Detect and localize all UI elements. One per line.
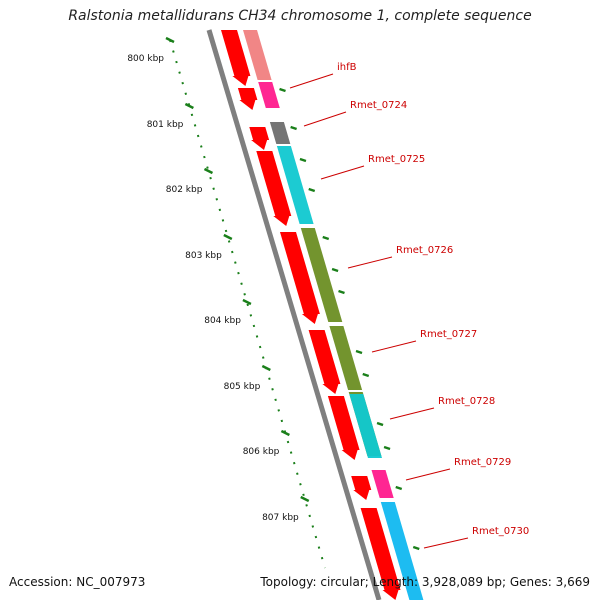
ruler-tick bbox=[203, 167, 214, 175]
ruler-tick-label: 803 kbp bbox=[185, 251, 222, 261]
cds-arrow bbox=[221, 30, 251, 86]
cog-block bbox=[349, 394, 382, 458]
cds-arrow bbox=[249, 127, 270, 150]
gene-label-leader bbox=[347, 256, 393, 269]
feature-tick bbox=[376, 421, 384, 427]
backbone-line bbox=[206, 29, 382, 600]
ruler-tick bbox=[300, 495, 310, 503]
cog-block bbox=[243, 30, 272, 80]
gene-label-leader bbox=[423, 537, 469, 549]
feature-tick bbox=[395, 485, 403, 491]
feature-tick bbox=[279, 87, 286, 93]
cds-arrow bbox=[351, 476, 372, 500]
ruler-tick-label: 804 kbp bbox=[204, 316, 241, 326]
ruler-line bbox=[169, 39, 326, 569]
ruler-tick bbox=[165, 36, 175, 44]
cog-block bbox=[371, 470, 394, 498]
feature-tick bbox=[338, 289, 345, 295]
gene-label: Rmet_0727 bbox=[420, 329, 477, 340]
ruler-tick bbox=[242, 298, 252, 306]
ruler-tick bbox=[223, 233, 233, 241]
feature-tick bbox=[308, 187, 316, 193]
cog-block bbox=[258, 82, 280, 108]
ruler-tick bbox=[280, 429, 290, 437]
cds-arrow bbox=[237, 88, 258, 110]
gene-label-leader bbox=[320, 165, 365, 180]
feature-tracks bbox=[221, 30, 424, 600]
gene-labels: ihfB Rmet_0724 Rmet_0725 Rmet_0726 Rmet_0727… bbox=[289, 62, 529, 549]
ruler-tick-label: 805 kbp bbox=[224, 382, 261, 392]
cog-block bbox=[276, 146, 314, 224]
ruler-tick-label: 802 kbp bbox=[166, 185, 203, 195]
map-title: Ralstonia metallidurans CH34 chromosome … bbox=[68, 8, 532, 24]
gene-label: Rmet_0724 bbox=[350, 100, 407, 111]
feature-tick bbox=[290, 125, 298, 131]
gene-label-leader bbox=[389, 407, 435, 420]
gene-label-leader bbox=[405, 468, 451, 481]
cog-block bbox=[380, 502, 424, 600]
gene-label: ihfB bbox=[337, 62, 357, 73]
ruler-tick bbox=[184, 102, 194, 110]
feature-tick bbox=[299, 157, 307, 163]
feature-tick bbox=[412, 545, 420, 551]
cog-block bbox=[300, 228, 343, 322]
feature-tick bbox=[362, 372, 370, 378]
gene-label: Rmet_0725 bbox=[368, 154, 425, 165]
feature-tick bbox=[322, 235, 330, 241]
ruler-tick bbox=[261, 364, 271, 372]
ruler-tick-label: 806 kbp bbox=[243, 447, 280, 457]
ruler-tick-label: 800 kbp bbox=[127, 54, 164, 64]
gene-label-leader bbox=[303, 111, 347, 127]
gene-label: Rmet_0728 bbox=[438, 396, 495, 407]
gene-label-leader bbox=[371, 340, 417, 353]
summary-text: Topology: circular; Length: 3,928,089 bp… bbox=[260, 575, 590, 589]
gene-label-leader bbox=[289, 73, 334, 89]
cog-block bbox=[329, 326, 363, 390]
gene-label: Rmet_0726 bbox=[396, 245, 453, 256]
ruler-tick-label: 801 kbp bbox=[147, 120, 184, 130]
gene-label: Rmet_0729 bbox=[454, 457, 511, 468]
cds-arrow bbox=[308, 330, 341, 394]
cds-arrow bbox=[327, 396, 360, 460]
backbone bbox=[206, 29, 382, 600]
gene-label: Rmet_0730 bbox=[472, 526, 529, 537]
ruler: 800 kbp 801 kbp 802 kbp 803 kbp 804 kbp 805 k… bbox=[127, 36, 326, 569]
ruler-tick-label: 807 kbp bbox=[262, 513, 299, 523]
feature-tick bbox=[331, 267, 339, 273]
cds-arrow bbox=[280, 232, 320, 324]
feature-tick bbox=[383, 445, 391, 451]
cds-arrow bbox=[360, 508, 401, 600]
cds-arrow bbox=[256, 151, 292, 226]
cog-block bbox=[269, 122, 291, 144]
feature-tick bbox=[355, 349, 363, 355]
accession-text: Accession: NC_007973 bbox=[9, 575, 146, 589]
